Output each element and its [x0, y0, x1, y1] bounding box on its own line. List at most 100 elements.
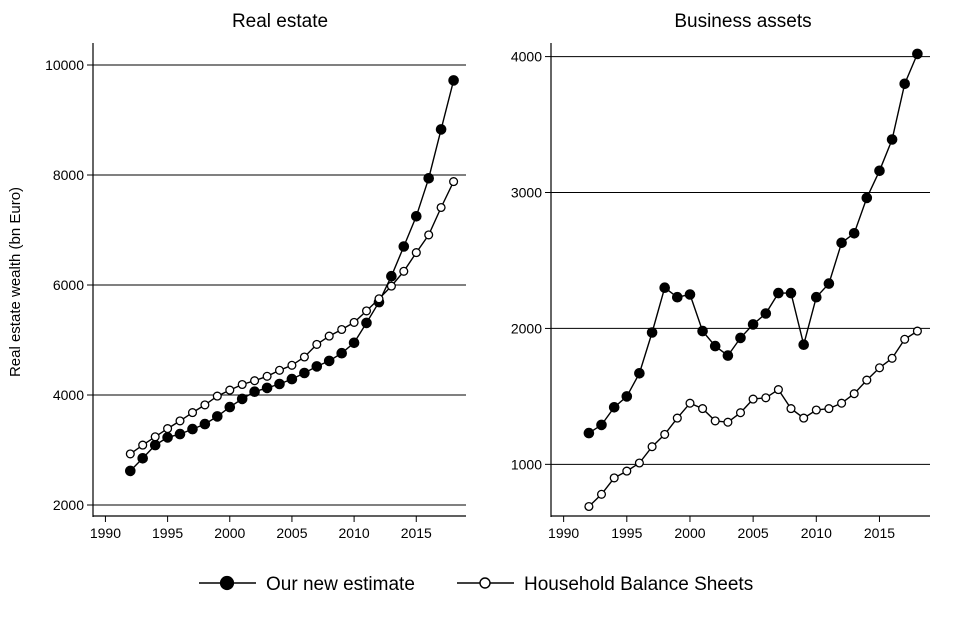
legend-label: Household Balance Sheets — [524, 574, 753, 595]
data-point-hollow — [187, 408, 198, 418]
data-point-filled — [747, 319, 759, 330]
data-point-filled — [874, 165, 885, 177]
data-point-hollow — [660, 429, 670, 439]
data-point-filled — [162, 432, 173, 443]
x-tick-label: 1990 — [548, 525, 579, 541]
data-point-filled — [448, 75, 459, 86]
data-point-filled — [608, 402, 620, 413]
data-point-hollow — [125, 449, 135, 459]
data-point-filled — [735, 332, 746, 344]
data-point-filled — [348, 337, 360, 349]
data-point-hollow — [912, 326, 922, 336]
data-point-hollow — [287, 360, 297, 370]
data-point-hollow — [250, 376, 260, 386]
data-point-filled — [224, 401, 236, 413]
data-point-hollow — [698, 404, 708, 414]
data-point-filled — [125, 465, 136, 477]
data-point-hollow — [786, 404, 796, 414]
data-point-hollow — [647, 442, 657, 452]
data-point-hollow — [761, 393, 771, 403]
data-point-hollow — [386, 281, 396, 291]
data-point-hollow — [399, 266, 409, 276]
data-point-filled — [722, 350, 734, 361]
data-point-filled — [199, 418, 211, 430]
y-tick-label: 1000 — [511, 456, 542, 472]
panel-title: Business assets — [674, 11, 811, 32]
data-point-filled — [236, 393, 248, 405]
data-point-hollow — [837, 398, 847, 408]
data-point-filled — [435, 124, 447, 135]
series-group — [125, 75, 459, 477]
data-point-filled — [174, 428, 186, 440]
data-point-filled — [621, 391, 633, 402]
data-point-hollow — [849, 389, 859, 399]
data-point-filled — [773, 287, 784, 299]
data-point-filled — [212, 411, 223, 422]
panel-real-estate: Real estate Real estate wealth (bn Euro)… — [7, 11, 466, 541]
legend-marker-hollow — [479, 577, 491, 589]
data-point-filled — [848, 228, 860, 239]
data-point-filled — [423, 173, 435, 184]
data-point-filled — [274, 378, 285, 390]
data-point-hollow — [634, 458, 644, 468]
data-point-hollow — [862, 375, 872, 385]
x-tick-label: 2005 — [276, 525, 307, 541]
data-point-hollow — [138, 440, 148, 450]
data-point-filled — [386, 270, 397, 282]
data-point-hollow — [274, 365, 285, 375]
data-point-hollow — [436, 202, 446, 213]
legend-item-our-new-estimate: Our new estimate — [199, 574, 415, 595]
legend-item-household-balance-sheets: Household Balance Sheets — [457, 574, 753, 595]
data-point-hollow — [748, 394, 758, 404]
x-tick-label: 1990 — [90, 525, 121, 541]
data-point-filled — [249, 386, 260, 398]
data-point-hollow — [735, 408, 746, 418]
data-point-filled — [361, 317, 372, 329]
data-point-hollow — [312, 339, 322, 349]
data-point-hollow — [622, 466, 632, 476]
panel-business-assets: Business assets 1000 2000 3000 4000 1990 1995… — [511, 11, 930, 541]
data-point-filled — [886, 134, 898, 145]
data-point-filled — [411, 211, 422, 222]
data-point-hollow — [374, 294, 384, 304]
data-point-filled — [336, 347, 348, 359]
data-point-hollow — [262, 371, 272, 381]
data-point-hollow — [584, 501, 594, 512]
data-point-hollow — [887, 353, 897, 363]
gridlines — [93, 64, 466, 506]
data-point-filled — [299, 367, 310, 379]
data-point-filled — [760, 308, 772, 319]
data-point-filled — [912, 48, 923, 60]
legend-label: Our new estimate — [266, 574, 415, 595]
x-tick-label: 2000 — [214, 525, 245, 541]
data-point-hollow — [723, 417, 733, 427]
data-point-hollow — [225, 385, 235, 395]
data-point-filled — [261, 382, 273, 394]
data-point-filled — [398, 241, 410, 252]
data-point-hollow — [609, 473, 619, 483]
data-point-filled — [785, 287, 797, 299]
data-point-filled — [137, 453, 148, 464]
y-tick-label: 2000 — [53, 497, 84, 513]
x-tick-label: 1995 — [611, 525, 642, 541]
x-tick-label: 2015 — [864, 525, 895, 541]
data-point-hollow — [424, 230, 434, 240]
data-point-hollow — [411, 248, 421, 258]
data-point-hollow — [237, 379, 247, 390]
data-point-filled — [672, 291, 683, 303]
data-point-hollow — [773, 385, 783, 395]
data-point-hollow — [824, 404, 834, 414]
data-point-hollow — [361, 306, 372, 316]
x-tick-label: 2010 — [801, 525, 832, 541]
data-point-filled — [709, 340, 721, 352]
data-point-filled — [187, 423, 198, 435]
data-point-filled — [323, 355, 335, 367]
data-point-filled — [634, 368, 645, 379]
data-point-hollow — [799, 413, 809, 423]
ticks: 1000 2000 3000 4000 1990 1995 2000 2005 2010 2015 — [511, 49, 895, 541]
data-point-filled — [899, 78, 911, 90]
data-point-filled — [811, 291, 822, 303]
panel-title: Real estate — [232, 11, 328, 32]
data-point-hollow — [163, 424, 173, 434]
data-point-hollow — [874, 363, 885, 373]
